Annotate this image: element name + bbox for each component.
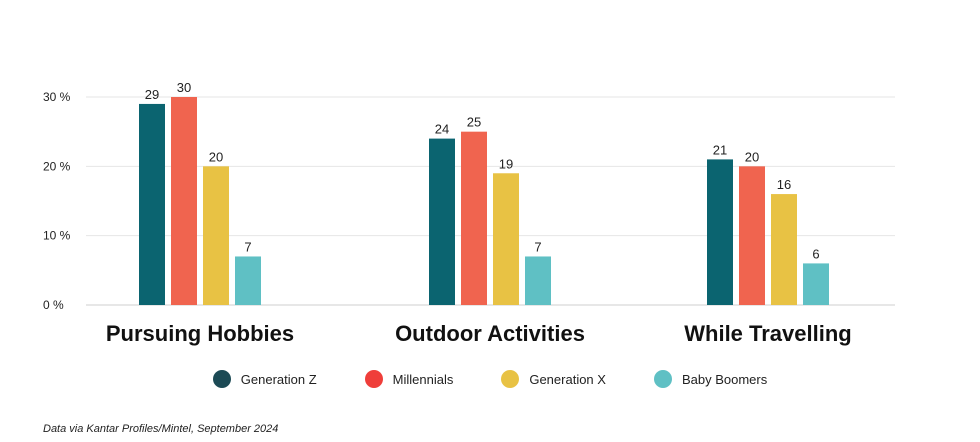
bar — [235, 256, 261, 305]
data-label: 7 — [244, 239, 251, 254]
bar — [707, 159, 733, 305]
legend-label: Generation X — [529, 371, 606, 387]
category-label: While Travelling — [684, 321, 851, 346]
bar — [803, 263, 829, 305]
data-label: 24 — [435, 122, 449, 137]
y-tick-label: 30 % — [43, 90, 71, 104]
bar — [461, 131, 487, 305]
legend-label: Generation Z — [240, 371, 317, 387]
bar — [429, 138, 455, 305]
bar — [171, 97, 197, 305]
category-label: Outdoor Activities — [395, 321, 585, 346]
legend-swatch — [501, 370, 520, 388]
bar — [525, 256, 551, 305]
legend-swatch — [212, 370, 231, 388]
bar — [771, 194, 797, 305]
data-label: 20 — [745, 149, 759, 164]
legend-swatch — [653, 370, 672, 388]
data-label: 29 — [145, 87, 159, 102]
legend-label: Baby Boomers — [681, 371, 768, 387]
bar — [139, 103, 165, 305]
y-tick-label: 0 % — [43, 298, 64, 312]
legend-label: Millennials — [392, 371, 454, 387]
bar — [203, 166, 229, 305]
legend-swatch — [364, 370, 383, 388]
data-label: 19 — [499, 156, 513, 171]
bar — [739, 166, 765, 305]
data-label: 6 — [812, 246, 819, 261]
legend: Generation Z Millennials Generation X Ba… — [0, 366, 980, 392]
y-tick-label: 20 % — [43, 159, 71, 173]
data-label: 25 — [467, 115, 481, 130]
data-label: 7 — [534, 239, 541, 254]
data-label: 20 — [209, 149, 223, 164]
source-note: Data via Kantar Profiles/Mintel, Septemb… — [43, 423, 279, 435]
category-label: Pursuing Hobbies — [106, 321, 294, 346]
legend-item-baby-boomers: Baby Boomers — [653, 366, 768, 392]
legend-item-generation-z: Generation Z — [212, 366, 317, 392]
data-label: 16 — [777, 177, 791, 192]
y-tick-label: 10 % — [43, 229, 71, 243]
data-label: 21 — [713, 142, 727, 157]
legend-item-generation-x: Generation X — [501, 366, 606, 392]
legend-item-millennials: Millennials — [364, 366, 454, 392]
bar — [493, 173, 519, 305]
data-label: 30 — [177, 80, 191, 95]
